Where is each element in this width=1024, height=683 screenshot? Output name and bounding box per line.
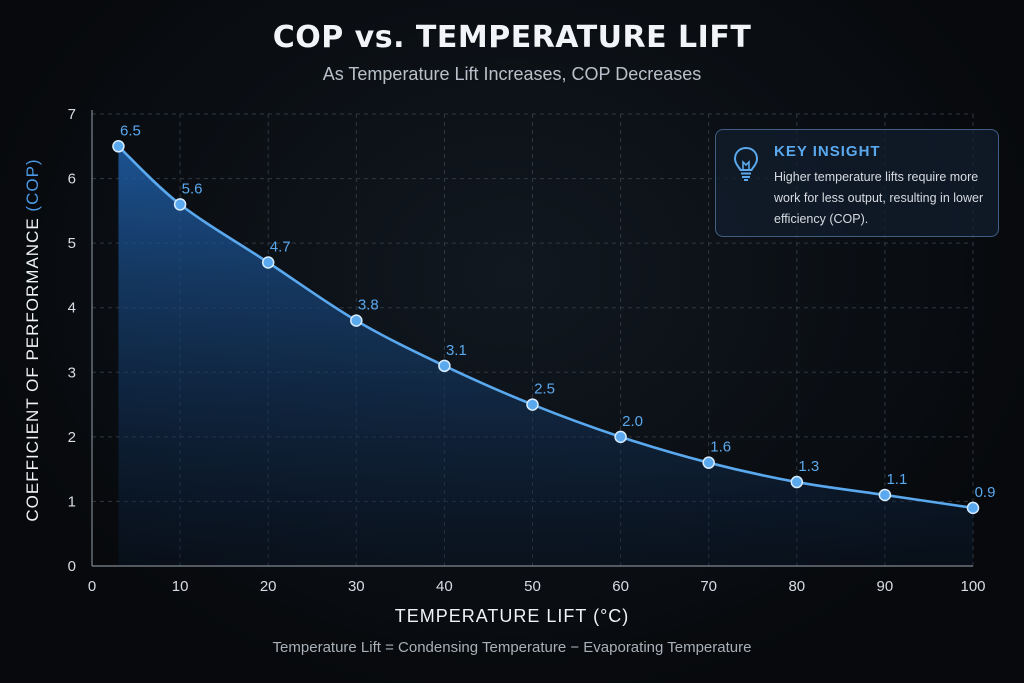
data-point <box>350 314 363 327</box>
y-tick-label: 7 <box>68 106 76 123</box>
data-point <box>614 430 627 444</box>
insight-text: Higher temperature lifts require more wo… <box>774 170 984 226</box>
data-label: 6.5 <box>120 122 141 139</box>
data-label: 4.7 <box>270 239 291 256</box>
area-fill-layer <box>118 146 974 567</box>
chart-subtitle: As Temperature Lift Increases, COP Decre… <box>322 64 702 84</box>
y-tick-label: 5 <box>68 235 76 252</box>
data-point <box>702 456 715 469</box>
y-axis-title-accent: (COP) <box>23 158 42 212</box>
area-fill <box>118 146 974 567</box>
y-tick-label: 6 <box>68 171 76 188</box>
y-tick-label: 4 <box>68 300 76 317</box>
axes: 0 10 20 30 40 50 60 70 80 90 100 0 1 2 3 4 5 6 7 <box>68 106 986 595</box>
data-point <box>966 501 980 515</box>
key-insight-card: KEY INSIGHT Higher temperature lifts req… <box>715 129 999 237</box>
data-label: 3.1 <box>446 342 467 359</box>
data-point <box>878 488 892 502</box>
x-tick-label: 40 <box>436 578 453 595</box>
data-point <box>438 359 451 373</box>
x-tick-label: 100 <box>960 578 985 595</box>
y-axis-title-main: COEFFICIENT OF PERFORMANCE <box>23 211 42 522</box>
y-tick-label: 2 <box>68 429 76 446</box>
y-tick-label: 0 <box>68 558 76 575</box>
x-tick-label: 90 <box>877 578 894 595</box>
y-axis-title: COEFFICIENT OF PERFORMANCE (COP) <box>23 158 43 521</box>
x-tick-label: 20 <box>260 578 277 595</box>
data-labels-layer: 6.5 5.6 4.7 3.8 3.1 2.5 2.0 1.6 1.3 1.1 0.9 <box>120 122 995 501</box>
data-label: 3.8 <box>358 297 379 314</box>
data-label: 2.0 <box>622 413 643 430</box>
chart-title: COP vs. TEMPERATURE LIFT <box>272 20 752 55</box>
data-label: 5.6 <box>182 180 203 197</box>
data-points-layer <box>112 140 980 515</box>
x-tick-label: 10 <box>172 578 189 595</box>
data-point <box>261 256 275 269</box>
lightbulb-icon <box>733 146 759 181</box>
y-tick-label: 3 <box>68 364 76 381</box>
y-tick-label: 1 <box>68 493 76 510</box>
x-tick-label: 30 <box>348 578 365 595</box>
x-tick-label: 80 <box>788 578 805 595</box>
x-tick-label: 50 <box>524 578 541 595</box>
data-point <box>173 198 187 211</box>
x-axis-title: TEMPERATURE LIFT (°C) <box>394 606 630 626</box>
footnote-formula: Temperature Lift = Condensing Temperatur… <box>272 639 752 656</box>
data-point <box>526 398 539 411</box>
data-label: 1.1 <box>886 471 907 488</box>
x-tick-label: 70 <box>700 578 717 595</box>
data-label: 0.9 <box>975 484 996 501</box>
x-tick-label: 0 <box>88 578 96 595</box>
data-label: 1.3 <box>798 458 819 475</box>
data-point <box>112 140 125 153</box>
data-label: 1.6 <box>710 439 731 456</box>
data-label: 2.5 <box>534 381 555 398</box>
insight-title: KEY INSIGHT <box>774 143 881 160</box>
x-tick-label: 60 <box>612 578 629 595</box>
data-point <box>790 475 804 489</box>
